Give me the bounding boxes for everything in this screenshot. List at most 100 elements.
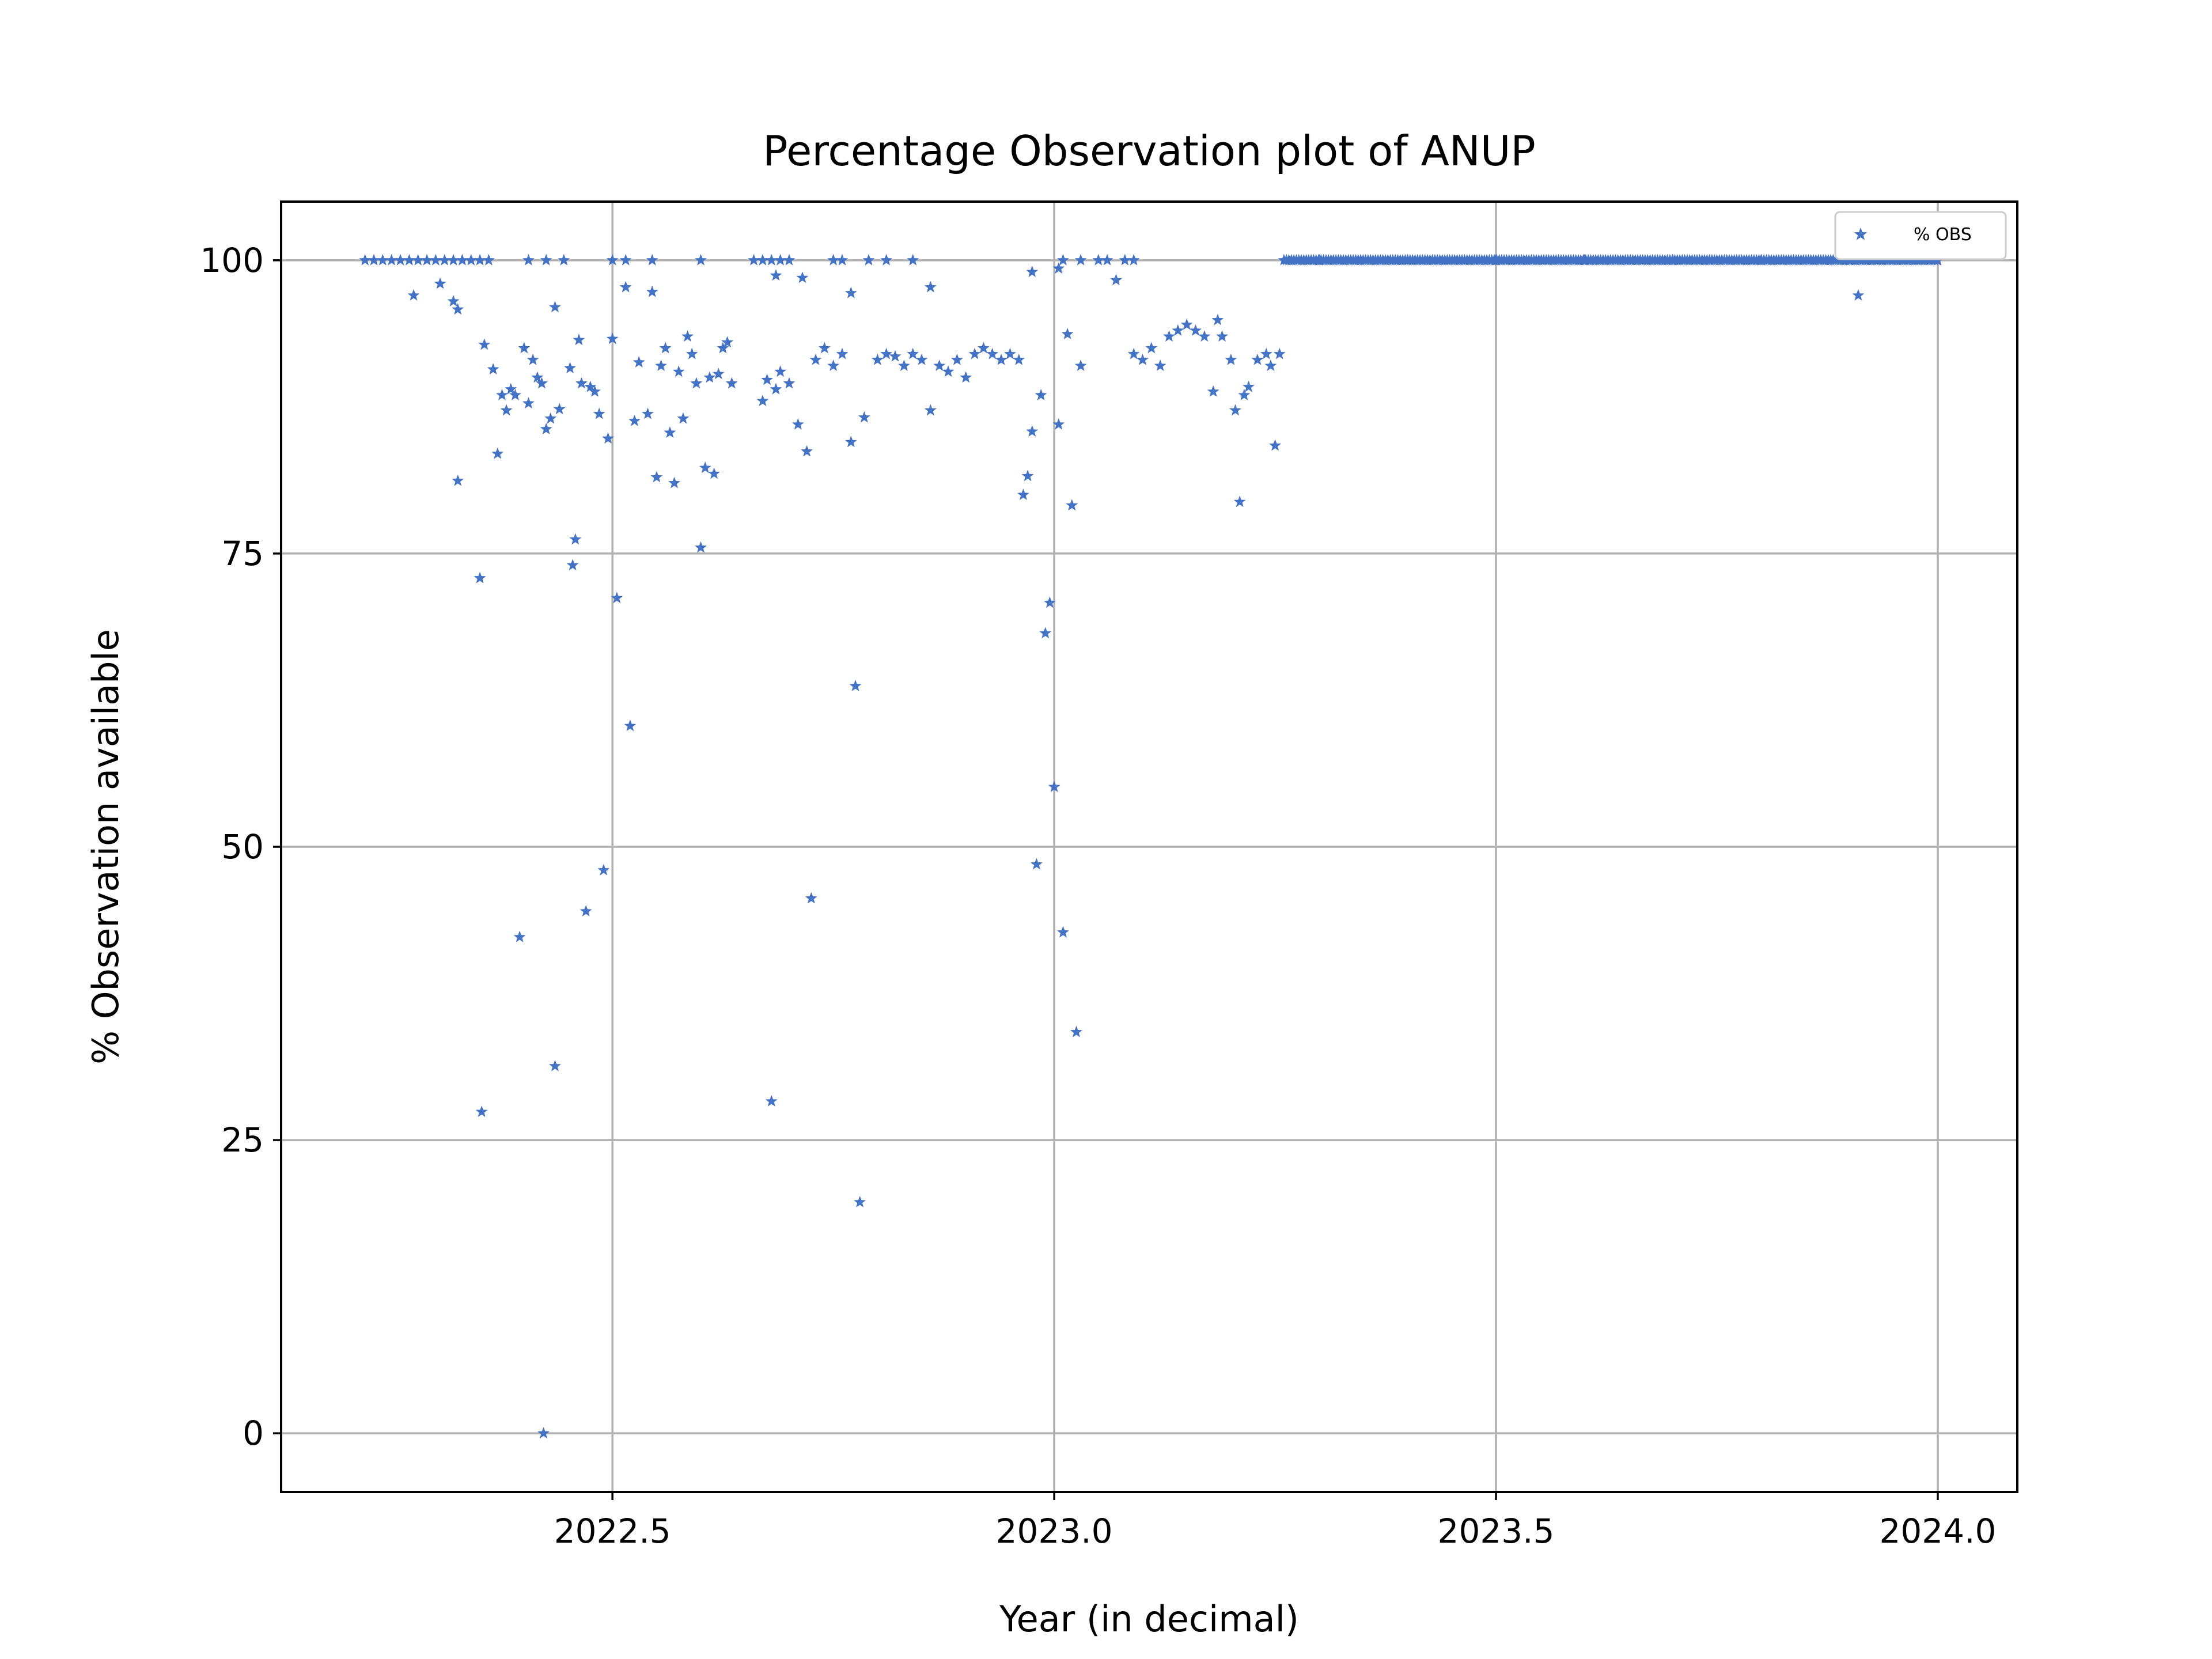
- data-point: [496, 389, 508, 400]
- data-point: [456, 253, 468, 266]
- data-point: [721, 336, 734, 348]
- data-point: [569, 533, 582, 545]
- data-point: [1127, 347, 1140, 359]
- data-point: [818, 342, 831, 354]
- data-point: [844, 435, 857, 448]
- x-axis: 2022.5 2023.0 2023.5 2024.0: [554, 1492, 1996, 1551]
- data-point: [659, 342, 672, 354]
- data-point: [376, 253, 389, 266]
- data-point: [907, 347, 919, 359]
- data-point: [385, 253, 398, 266]
- legend-box: [1834, 211, 2007, 260]
- data-point: [1066, 499, 1078, 511]
- y-tick-label: 50: [221, 827, 264, 866]
- data-point: [805, 892, 817, 904]
- data-point: [748, 253, 760, 266]
- data-point: [1101, 253, 1113, 266]
- data-point: [765, 253, 778, 266]
- data-point: [619, 253, 632, 266]
- data-point: [478, 338, 491, 350]
- data-point: [1190, 324, 1202, 336]
- data-point: [1154, 359, 1166, 371]
- data-point: [756, 253, 769, 266]
- data-point: [513, 930, 526, 942]
- data-point: [655, 359, 667, 371]
- y-axis: 0 25 50 75 100: [200, 241, 281, 1453]
- data-point: [1260, 347, 1272, 359]
- data-point: [500, 404, 513, 416]
- data-point: [854, 1196, 866, 1207]
- data-point: [606, 253, 619, 266]
- data-point: [783, 377, 796, 389]
- data-point: [553, 403, 566, 415]
- data-point: [474, 253, 486, 266]
- data-point: [475, 1105, 488, 1118]
- data-point: [1145, 342, 1158, 354]
- data-point: [1057, 253, 1069, 266]
- data-point: [1074, 359, 1087, 371]
- data-point: [796, 271, 809, 283]
- data-point: [1021, 469, 1034, 482]
- data-point: [544, 412, 557, 424]
- data-point: [1026, 266, 1039, 278]
- data-point: [1211, 313, 1224, 325]
- data-point: [359, 253, 372, 266]
- data-point: [907, 253, 919, 266]
- data-point: [986, 347, 999, 359]
- data-point: [677, 412, 690, 424]
- gridlines: [281, 202, 2017, 1492]
- data-point: [1127, 253, 1140, 266]
- data-point: [447, 295, 460, 306]
- data-point: [924, 404, 937, 416]
- data-point: [611, 592, 623, 604]
- legend: % OBS: [1834, 211, 2007, 260]
- data-point: [774, 365, 787, 377]
- data-point: [1269, 439, 1281, 451]
- data-point: [977, 342, 990, 354]
- y-axis-label: % Observation available: [85, 629, 127, 1065]
- data-point: [695, 541, 707, 553]
- data-point: [540, 253, 552, 266]
- y-tick-label: 0: [243, 1414, 264, 1453]
- data-point: [836, 253, 849, 266]
- data-point: [761, 373, 774, 385]
- data-point: [491, 447, 504, 459]
- data-point: [575, 377, 588, 389]
- data-point: [1035, 389, 1047, 400]
- data-point: [690, 377, 703, 389]
- data-point: [1048, 781, 1060, 792]
- data-point: [1137, 353, 1149, 365]
- data-point: [589, 385, 601, 397]
- data-point: [960, 371, 972, 383]
- y-tick-label: 25: [221, 1120, 264, 1160]
- data-point: [880, 253, 893, 266]
- chart-title: Percentage Observation plot of ANUP: [763, 127, 1536, 175]
- data-point: [1119, 253, 1131, 266]
- data-point: [452, 474, 464, 486]
- data-point: [536, 377, 548, 389]
- data-point: [487, 363, 499, 375]
- data-point: [602, 432, 614, 444]
- data-point: [774, 253, 787, 266]
- data-point: [465, 253, 478, 266]
- data-point: [712, 368, 725, 380]
- data-point: [434, 277, 446, 289]
- data-point: [597, 863, 610, 876]
- data-point: [668, 476, 680, 488]
- data-point: [1273, 347, 1286, 359]
- data-point: [889, 350, 902, 362]
- data-point: [1070, 1025, 1082, 1037]
- data-point: [871, 353, 884, 365]
- data-point: [573, 334, 585, 346]
- data-point: [628, 414, 641, 426]
- legend-label: % OBS: [1914, 225, 1972, 245]
- data-point: [474, 571, 486, 584]
- data-point: [664, 426, 676, 438]
- data-point: [407, 289, 420, 301]
- data-point: [770, 382, 782, 395]
- data-point: [646, 285, 658, 297]
- data-point: [564, 362, 576, 374]
- data-point: [791, 418, 804, 430]
